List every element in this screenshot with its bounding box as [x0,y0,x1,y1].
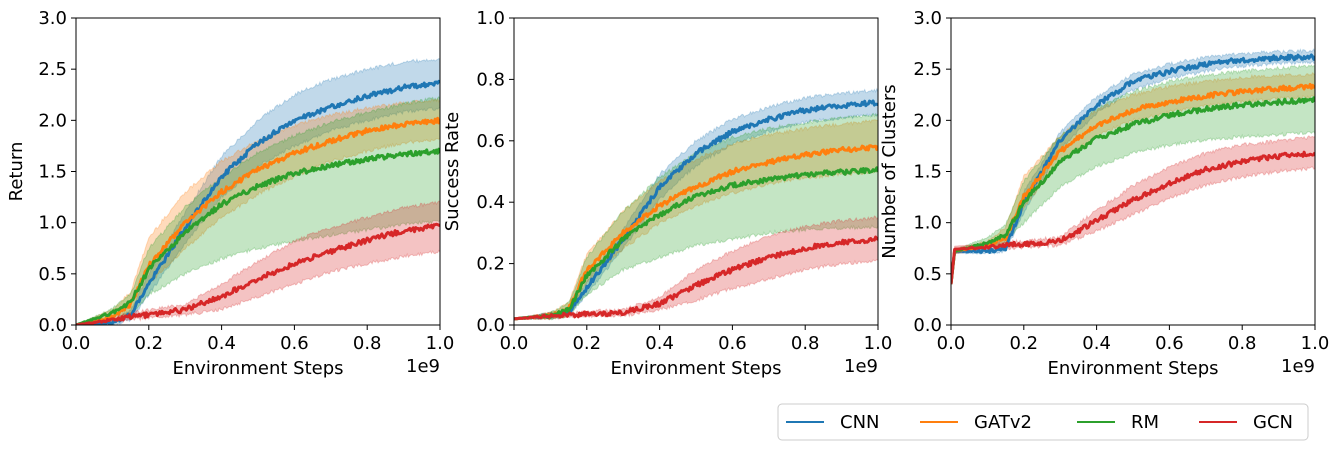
y-tick-label: 2.0 [38,110,67,131]
x-offset-label: 1e9 [406,356,440,377]
legend-item-rm: RM [1077,412,1159,433]
series-line-rm [514,166,878,321]
legend-label: CNN [840,412,880,433]
band-rm [951,64,1315,285]
x-tick-label: 0.8 [1228,333,1257,354]
band-gatv2 [76,97,440,325]
series-line-gcn [76,222,440,325]
y-tick-label: 0.0 [476,315,505,336]
y-tick-label: 0.4 [476,192,505,213]
legend-label: GCN [1253,412,1293,433]
series-line-rm [76,147,440,325]
y-tick-label: 0.5 [913,264,942,285]
x-tick-label: 1.0 [864,333,893,354]
y-tick-label: 1.5 [913,162,942,183]
series-line-gcn [514,235,878,321]
x-tick-label: 0.0 [62,333,91,354]
chart-panel-1: 0.0 0.2 0.4 0.6 0.8 1.0 0.0 0.5 1.0 1.5 2.0 2.5 3.0 E… [6,8,454,379]
x-axis-label: Environment Steps [1047,358,1218,379]
y-axis-label: Success Rate [442,112,463,231]
x-axis-label: Environment Steps [610,358,781,379]
y-axis-label: Return [6,142,27,202]
x-offset-label: 1e9 [1281,356,1315,377]
y-tick-label: 1.0 [476,8,505,29]
band-gatv2 [514,119,878,321]
plots-layer: 0.0 0.2 0.4 0.6 0.8 1.0 0.0 0.5 1.0 1.5 2.0 2.5 3.0 E… [6,8,1329,379]
y-tick-label: 2.5 [913,59,942,80]
x-tick-label: 0.0 [937,333,966,354]
band-cnn [951,48,1315,285]
chart-panel-3: 0.0 0.2 0.4 0.6 0.8 1.0 0.0 0.5 1.0 1.5 2.0 2.5 3.0 E… [879,8,1329,379]
chart-panel-2: 0.0 0.2 0.4 0.6 0.8 1.0 0.0 0.2 0.4 0.6 0.8 1.0 Envi… [442,8,892,379]
y-tick-label: 3.0 [38,8,67,29]
series-line-cnn [951,53,1315,285]
legend-label: RM [1131,412,1159,433]
x-tick-label: 0.4 [645,333,674,354]
y-tick-label: 0.6 [476,131,505,152]
axes-frame [513,17,879,326]
x-tick-label: 0.8 [791,333,820,354]
series-line-gcn [951,150,1315,285]
x-tick-label: 0.6 [718,333,747,354]
x-tick-label: 1.0 [1301,333,1330,354]
x-tick-label: 1.0 [426,333,455,354]
x-tick-label: 0.2 [1009,333,1038,354]
x-tick-label: 0.6 [1155,333,1184,354]
x-offset-label: 1e9 [844,356,878,377]
x-tick-label: 0.4 [207,333,236,354]
x-tick-label: 0.6 [280,333,309,354]
x-tick-label: 0.8 [353,333,382,354]
x-tick-label: 0.2 [134,333,163,354]
legend-box [777,403,1309,441]
band-cnn [76,57,440,325]
y-tick-label: 1.0 [913,213,942,234]
legend-label: GATv2 [974,412,1032,433]
y-tick-label: 0.2 [476,254,505,275]
y-tick-label: 0.0 [913,315,942,336]
y-tick-label: 1.0 [38,213,67,234]
y-tick-label: 0.0 [38,315,67,336]
series-line-cnn [514,99,878,321]
x-tick-label: 0.2 [572,333,601,354]
legend-item-cnn: CNN [786,412,880,433]
y-tick-label: 2.0 [913,110,942,131]
series-line-rm [951,96,1315,285]
x-tick-label: 0.4 [1082,333,1111,354]
series-line-cnn [76,79,440,325]
plot-area [76,57,440,325]
legend-item-gatv2: GATv2 [920,412,1032,433]
x-axis-label: Environment Steps [172,358,343,379]
legend-item-gcn: GCN [1199,412,1293,433]
y-axis-label: Number of Clusters [879,84,900,258]
plot-area [514,87,878,321]
band-rm [76,95,440,325]
band-gcn [76,200,440,325]
band-rm [514,112,878,321]
y-tick-label: 3.0 [913,8,942,29]
y-tick-label: 1.5 [38,162,67,183]
y-tick-label: 0.8 [476,69,505,90]
y-tick-label: 0.5 [38,264,67,285]
legend: CNN GATv2 RM GCN [777,403,1309,441]
band-gcn [951,135,1315,285]
x-tick-label: 0.0 [500,333,529,354]
plot-area [951,48,1315,285]
y-tick-label: 2.5 [38,59,67,80]
